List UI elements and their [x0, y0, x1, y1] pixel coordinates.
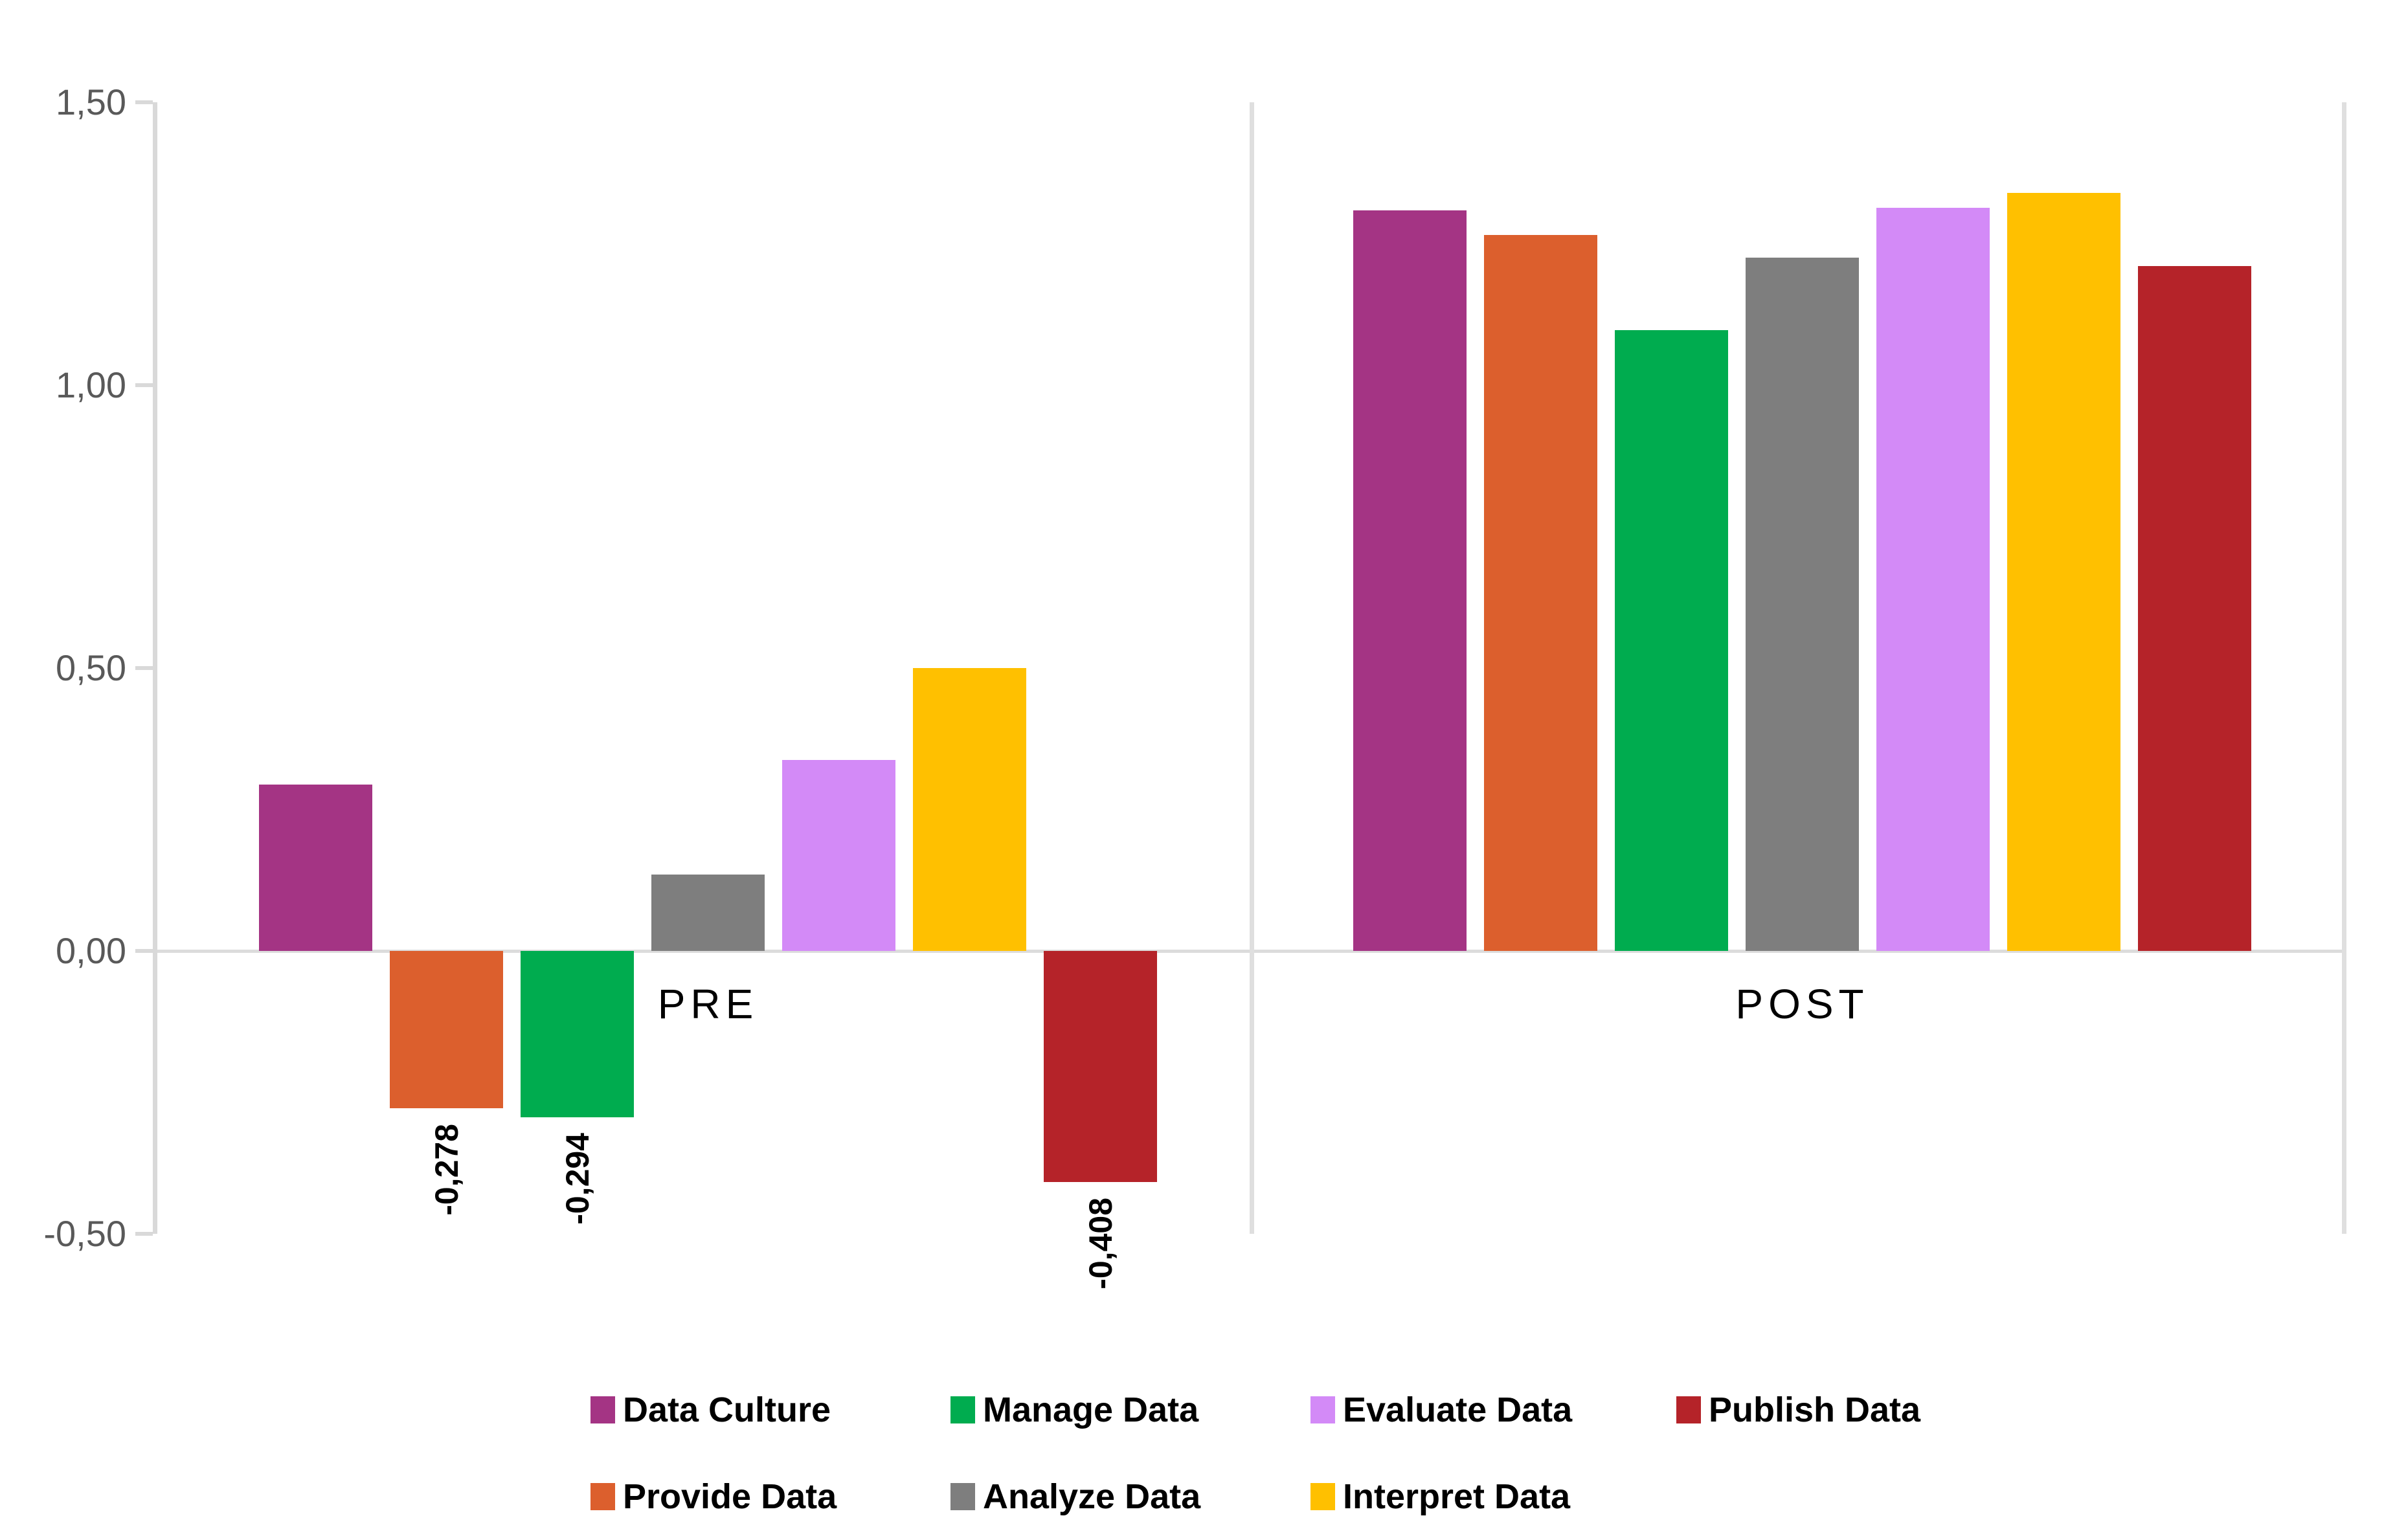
legend-swatch-interpret-data [1310, 1483, 1335, 1510]
legend-swatch-analyze-data [950, 1483, 975, 1510]
legend-item-analyze-data: Analyze Data [950, 1477, 1200, 1516]
legend-swatch-evaluate-data [1310, 1396, 1335, 1423]
value-label-pre-manage-data: -0,294 [559, 1132, 596, 1225]
bar-post-provide-data [1484, 235, 1597, 951]
y-axis-tick-label: 0,50 [56, 647, 126, 688]
legend-swatch-provide-data [590, 1483, 615, 1510]
legend-label: Publish Data [1709, 1390, 1921, 1429]
legend-item-publish-data: Publish Data [1676, 1390, 1920, 1429]
bar-post-data-culture [1353, 210, 1467, 951]
legend-swatch-manage-data [950, 1396, 975, 1423]
bar-pre-provide-data [390, 951, 503, 1108]
legend-item-data-culture: Data Culture [590, 1390, 831, 1429]
bar-pre-evaluate-data [782, 759, 895, 951]
y-axis-tick-label: 1,00 [56, 364, 126, 405]
bar-post-evaluate-data [1876, 208, 1990, 951]
bar-post-interpret-data [2007, 192, 2120, 951]
legend-label: Analyze Data [983, 1477, 1201, 1516]
bar-post-analyze-data [1746, 258, 1859, 951]
bar-pre-manage-data [521, 951, 634, 1117]
legend-label: Provide Data [623, 1477, 837, 1516]
plot-right-border-line [2342, 102, 2346, 1234]
y-axis-tick [135, 1232, 153, 1236]
value-label-pre-provide-data: -0,278 [428, 1123, 465, 1216]
y-axis-tick-label: -0,50 [43, 1213, 126, 1254]
bar-post-manage-data [1615, 330, 1728, 951]
y-axis-tick-label: 1,50 [56, 82, 126, 122]
y-axis-tick-label: 0,00 [56, 930, 126, 971]
legend-label: Evaluate Data [1343, 1390, 1573, 1429]
legend-label: Data Culture [623, 1390, 831, 1429]
category-label-pre: PRE [657, 981, 759, 1027]
bar-pre-interpret-data [913, 668, 1026, 951]
y-axis-tick [135, 666, 153, 670]
y-axis-line [153, 102, 157, 1234]
category-label-post: POST [1735, 981, 1869, 1027]
bar-post-publish-data [2138, 265, 2251, 951]
legend-label: Interpret Data [1343, 1477, 1571, 1516]
legend-swatch-data-culture [590, 1396, 615, 1423]
legend-item-evaluate-data: Evaluate Data [1310, 1390, 1572, 1429]
value-label-pre-publish-data: -0,408 [1082, 1197, 1119, 1289]
y-axis-tick [135, 383, 153, 387]
legend-item-provide-data: Provide Data [590, 1477, 837, 1516]
bar-pre-analyze-data [651, 875, 765, 951]
legend-label: Manage Data [983, 1390, 1199, 1429]
y-axis-tick [135, 949, 153, 953]
legend-item-manage-data: Manage Data [950, 1390, 1198, 1429]
bar-pre-publish-data [1044, 951, 1157, 1182]
legend-swatch-publish-data [1676, 1396, 1701, 1423]
y-axis-tick [135, 100, 153, 104]
legend-item-interpret-data: Interpret Data [1310, 1477, 1570, 1516]
bar-pre-data-culture [259, 785, 372, 951]
group-divider-line [1250, 102, 1254, 1234]
